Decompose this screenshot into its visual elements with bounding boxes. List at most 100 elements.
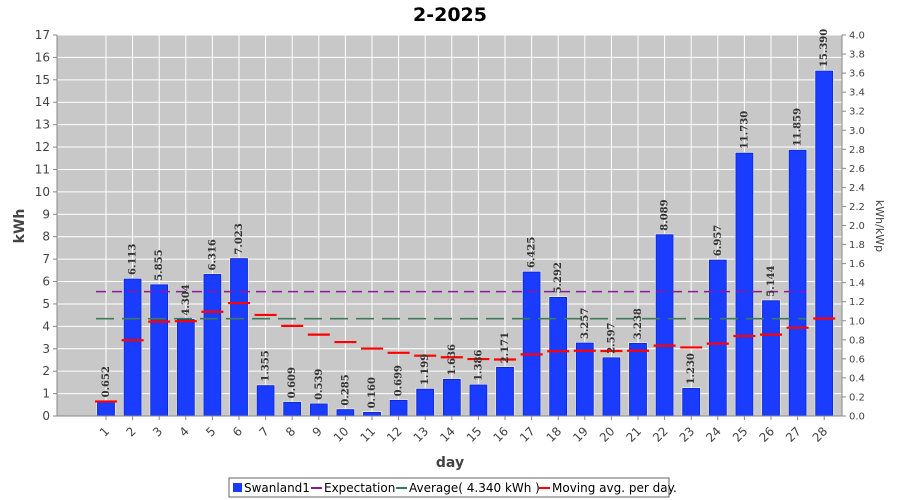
x-tick-label-2: 2 [123, 424, 138, 439]
y-tick-label-17: 17 [35, 28, 50, 42]
y2-axis-label: kWh/kWp [873, 200, 886, 252]
x-tick-label-15: 15 [464, 424, 485, 445]
x-tick-label-8: 8 [283, 424, 298, 439]
data-label-day-25: 11.730 [739, 111, 750, 149]
data-label-day-16: 2.171 [500, 332, 511, 363]
bar-day-18 [549, 296, 568, 417]
y-tick-label-4: 4 [42, 319, 50, 333]
bar-day-8 [283, 401, 302, 417]
y-tick-label-15: 15 [35, 73, 50, 87]
x-tick-label-24: 24 [703, 424, 724, 445]
x-tick-label-25: 25 [730, 424, 751, 445]
data-label-day-4: 4.304 [181, 284, 192, 315]
y-tick-label-5: 5 [42, 297, 50, 311]
x-tick-label-6: 6 [230, 424, 245, 439]
y-tick-label-16: 16 [35, 50, 50, 64]
y2-tick-label-0.6: 0.6 [849, 354, 865, 365]
data-label-day-24: 6.957 [713, 225, 724, 256]
legend-item-expectation: Expectation [324, 481, 395, 495]
data-label-day-27: 11.859 [793, 108, 804, 146]
x-tick-label-26: 26 [756, 424, 777, 445]
bar-day-1 [97, 400, 115, 417]
x-tick-label-19: 19 [570, 424, 591, 445]
x-tick-label-21: 21 [623, 424, 644, 445]
x-tick-label-5: 5 [203, 424, 218, 439]
bar-day-20 [602, 357, 621, 417]
bar-day-10 [336, 409, 355, 417]
y-tick-label-2: 2 [42, 364, 50, 378]
x-tick-label-12: 12 [384, 424, 405, 445]
y-tick-label-9: 9 [42, 207, 50, 221]
data-label-day-9: 0.539 [314, 369, 325, 400]
chart-title: 2-2025 [413, 4, 487, 26]
moving-average-series [95, 301, 836, 403]
bar-day-25 [735, 152, 754, 417]
y2-tick-label-3.8: 3.8 [849, 50, 865, 61]
data-label-day-8: 0.609 [287, 367, 298, 398]
y2-tick-label-3.4: 3.4 [849, 88, 865, 99]
y-tick-label-6: 6 [42, 275, 50, 289]
data-label-day-7: 1.355 [261, 350, 272, 381]
data-label-day-19: 3.257 [580, 308, 591, 339]
x-tick-label-9: 9 [310, 424, 325, 439]
y2-tick-label-3.2: 3.2 [849, 107, 865, 118]
y2-tick-label-2.2: 2.2 [849, 202, 865, 213]
bar-day-9 [309, 403, 328, 417]
bar-day-27 [788, 149, 807, 417]
data-label-day-17: 6.425 [527, 237, 538, 268]
y2-axis: 0.0 0.2 0.4 0.6 0.8 1.0 1.2 1.4 1.6 1.8 2.0 2.2 2.4 2… [841, 31, 865, 423]
y-tick-label-13: 13 [35, 118, 50, 132]
bar-day-3 [150, 284, 169, 417]
y-tick-label-3: 3 [42, 342, 50, 356]
data-label-day-3: 5.855 [154, 249, 165, 280]
legend-swatch-bars [233, 483, 242, 492]
reference-lines [96, 290, 806, 320]
data-label-day-20: 2.597 [606, 322, 617, 353]
legend-item-bars: Swanland1 [244, 481, 310, 495]
x-tick-label-3: 3 [150, 424, 165, 439]
x-axis-label: day [436, 455, 464, 471]
y2-tick-label-1.8: 1.8 [849, 240, 865, 251]
y2-tick-label-1.4: 1.4 [849, 278, 865, 289]
x-tick-label-10: 10 [331, 424, 352, 445]
x-tick-label-23: 23 [677, 424, 698, 445]
data-label-day-13: 1.199 [420, 354, 431, 385]
data-labels: 0.652 6.113 5.855 4.304 6.316 7.023 1.355 0.609… [101, 29, 830, 409]
legend-item-moving-avg: Moving avg. per day. [552, 481, 677, 495]
x-tick-label-13: 13 [411, 424, 432, 445]
bar-day-5 [203, 274, 222, 417]
y-tick-label-14: 14 [35, 95, 50, 109]
bar-day-13 [416, 388, 435, 417]
x-tick-label-16: 16 [490, 424, 511, 445]
y2-tick-label-0.8: 0.8 [849, 335, 865, 346]
x-tick-label-22: 22 [650, 424, 671, 445]
y-tick-label-12: 12 [35, 140, 50, 154]
bar-day-22 [655, 234, 674, 417]
data-label-day-22: 8.089 [660, 199, 671, 230]
data-label-day-1: 0.652 [101, 366, 112, 397]
y2-tick-label-2.8: 2.8 [849, 145, 865, 156]
y2-tick-label-1.2: 1.2 [849, 297, 865, 308]
y-axis-label: kWh [12, 209, 28, 244]
bar-day-4 [176, 319, 195, 417]
x-axis: 1 2 3 4 5 6 7 8 9 10 11 12 13 14 15 16 17 18 19 20 21 22 23 24 2… [57, 415, 842, 445]
bar-day-7 [256, 385, 275, 417]
y-tick-label-7: 7 [42, 252, 50, 266]
data-label-day-28: 15.390 [819, 29, 830, 67]
x-tick-label-20: 20 [597, 424, 618, 445]
x-tick-label-11: 11 [357, 424, 378, 445]
y2-tick-label-0.2: 0.2 [849, 392, 865, 403]
x-tick-label-17: 17 [517, 424, 538, 445]
bar-day-14 [442, 378, 461, 417]
data-label-day-21: 3.238 [633, 308, 644, 339]
y2-tick-label-3.6: 3.6 [849, 69, 865, 80]
bar-series [96, 70, 834, 417]
x-tick-label-28: 28 [810, 424, 831, 445]
legend-box [228, 477, 670, 498]
x-tick-label-14: 14 [437, 424, 458, 445]
y-tick-label-1: 1 [42, 387, 50, 401]
bar-day-2 [123, 278, 142, 417]
